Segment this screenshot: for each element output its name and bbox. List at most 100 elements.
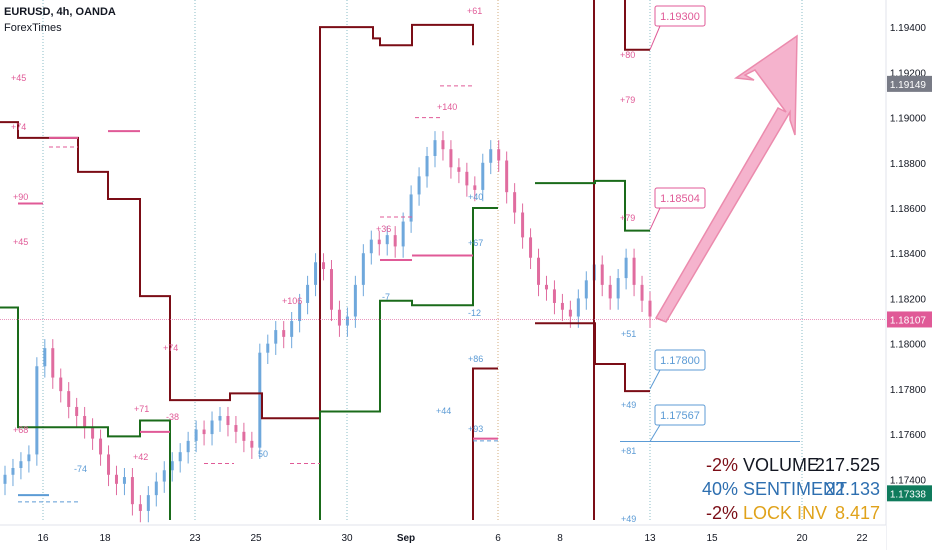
candle-body — [107, 454, 111, 475]
candle-body — [11, 468, 15, 475]
candle-body — [282, 330, 286, 337]
candle-body — [178, 452, 182, 462]
candle-body — [353, 284, 357, 317]
candle-body — [521, 212, 525, 238]
y-tick-label: 1.18000 — [890, 340, 927, 351]
pip-annotation: +68 — [13, 425, 28, 435]
y-tick-label: 1.18600 — [890, 204, 927, 215]
y-tick-label: 1.17800 — [890, 385, 927, 396]
candle-body — [544, 284, 548, 290]
x-tick-label: 23 — [189, 533, 201, 544]
candle-body — [250, 440, 254, 448]
pip-annotation: -7 — [382, 292, 390, 302]
candle-body — [497, 149, 501, 161]
candle-body — [186, 440, 190, 453]
candle-body — [401, 221, 405, 247]
x-tick-label: 8 — [557, 533, 563, 544]
candle-body — [83, 416, 87, 428]
callout-leader — [649, 207, 661, 230]
x-tick-label: 6 — [495, 533, 501, 544]
x-tick-label: 13 — [644, 533, 656, 544]
pip-annotation: +51 — [621, 329, 636, 339]
price-callout-label: 1.17800 — [660, 355, 700, 367]
candle-body — [361, 253, 365, 285]
callout-leader — [649, 369, 661, 390]
time-axis — [0, 525, 886, 550]
stat-percent: -2% — [706, 503, 738, 523]
candle-body — [489, 149, 493, 163]
candle-body — [560, 302, 564, 310]
resistance-step-line — [0, 23, 474, 420]
pip-annotation: +86 — [468, 354, 483, 364]
candle-body — [35, 366, 39, 455]
x-tick-label: 18 — [99, 533, 111, 544]
candle-body — [146, 495, 150, 511]
price-callout-label: 1.19300 — [660, 11, 700, 23]
candle-body — [409, 194, 413, 222]
candle-body — [314, 262, 318, 285]
green-step-line — [319, 207, 498, 520]
pip-annotation: -74 — [74, 464, 87, 474]
candle-body — [433, 140, 437, 156]
x-tick-label: 20 — [796, 533, 808, 544]
candle-body — [306, 284, 310, 303]
price-callout-label: 1.18504 — [660, 193, 700, 205]
candle-body — [449, 149, 453, 168]
candle-body — [441, 140, 445, 150]
callout-leader — [649, 25, 661, 50]
resistance-step-line — [624, 0, 650, 51]
stat-label: SENTIMENT — [743, 479, 847, 499]
candle-body — [67, 391, 71, 407]
pip-annotation: +79 — [620, 95, 635, 105]
candle-body — [194, 429, 198, 441]
price-tag — [887, 485, 932, 502]
price-callout-box — [654, 187, 706, 209]
candle-body — [51, 348, 55, 378]
pip-annotation: +49 — [621, 514, 636, 524]
pip-annotation: +42 — [133, 452, 148, 462]
y-tick-label: 1.19000 — [890, 114, 927, 125]
candle-body — [3, 474, 7, 484]
price-tag — [887, 75, 932, 92]
candle-body — [298, 302, 302, 322]
pip-annotation: +44 — [436, 406, 451, 416]
price-callout-box — [654, 349, 706, 371]
support-step-line — [535, 322, 650, 393]
x-tick-label: 30 — [341, 533, 353, 544]
pip-annotation: +90 — [13, 192, 28, 202]
price-callout-label: 1.17567 — [660, 410, 700, 422]
candle-body — [130, 477, 134, 505]
candle-body — [242, 431, 246, 441]
callout-leader — [649, 424, 661, 442]
candle-body — [505, 160, 509, 193]
forecast-arrow — [654, 34, 798, 323]
pip-annotation: -38 — [166, 412, 179, 422]
candle-body — [640, 284, 644, 301]
stat-value: 22.133 — [825, 479, 880, 499]
candle-body — [481, 162, 485, 190]
candle-body — [624, 257, 628, 279]
pip-annotation: 50 — [258, 449, 268, 459]
pip-annotation: +74 — [163, 343, 178, 353]
candle-body — [584, 280, 588, 299]
pip-annotation: +80 — [620, 50, 635, 60]
candle-body — [258, 352, 262, 448]
y-tick-label: 1.18200 — [890, 294, 927, 305]
candle-body — [154, 481, 158, 496]
candle-body — [552, 289, 556, 303]
candle-body — [114, 474, 118, 484]
stat-value: 217.525 — [815, 455, 880, 475]
candle-body — [385, 235, 389, 245]
candle-body — [473, 185, 477, 190]
candle-body — [513, 192, 517, 213]
candle-body — [377, 239, 381, 245]
candle-body — [290, 321, 294, 337]
y-tick-label: 1.19200 — [890, 68, 927, 79]
candle-body — [202, 429, 206, 435]
green-step-line — [0, 306, 171, 520]
candle-body — [210, 420, 214, 435]
candle-body — [465, 171, 469, 186]
x-tick-label: 22 — [856, 533, 868, 544]
candle-body — [27, 454, 31, 462]
